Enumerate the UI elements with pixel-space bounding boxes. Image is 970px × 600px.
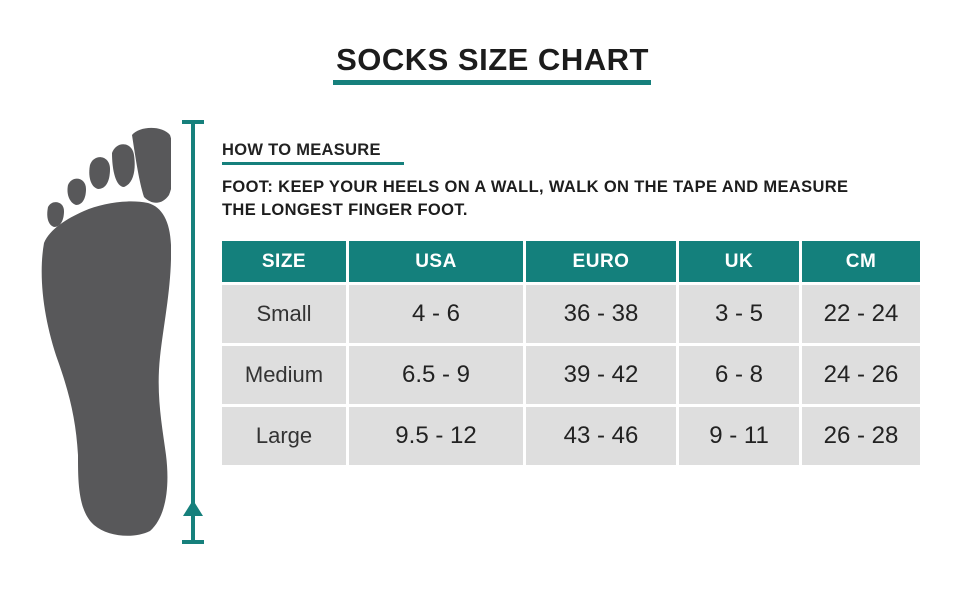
cm-cell: 22 - 24 bbox=[802, 285, 920, 343]
header-cm: CM bbox=[802, 241, 920, 282]
table-row: Small 4 - 6 36 - 38 3 - 5 22 - 24 bbox=[222, 285, 920, 343]
title-underline bbox=[333, 80, 651, 85]
instruction-line-2: THE LONGEST FINGER FOOT. bbox=[222, 201, 468, 219]
header-usa: USA bbox=[349, 241, 523, 282]
cm-cell: 24 - 26 bbox=[802, 346, 920, 404]
table-row: Medium 6.5 - 9 39 - 42 6 - 8 24 - 26 bbox=[222, 346, 920, 404]
uk-cell: 9 - 11 bbox=[679, 407, 799, 465]
header-uk: UK bbox=[679, 241, 799, 282]
how-to-measure-underline bbox=[222, 162, 404, 165]
size-table: SIZE USA EURO UK CM Small 4 - 6 36 - 38 … bbox=[219, 238, 923, 468]
euro-cell: 39 - 42 bbox=[526, 346, 676, 404]
uk-cell: 3 - 5 bbox=[679, 285, 799, 343]
how-to-measure-heading: HOW TO MEASURE bbox=[222, 141, 381, 159]
euro-cell: 43 - 46 bbox=[526, 407, 676, 465]
measure-instructions: FOOT: KEEP YOUR HEELS ON A WALL, WALK ON… bbox=[222, 176, 942, 222]
table-row: Large 9.5 - 12 43 - 46 9 - 11 26 - 28 bbox=[222, 407, 920, 465]
size-cell: Small bbox=[222, 285, 346, 343]
page-title: SOCKS SIZE CHART bbox=[336, 42, 649, 77]
size-cell: Large bbox=[222, 407, 346, 465]
header-size: SIZE bbox=[222, 241, 346, 282]
size-cell: Medium bbox=[222, 346, 346, 404]
foot-silhouette-icon bbox=[41, 127, 171, 536]
euro-cell: 36 - 38 bbox=[526, 285, 676, 343]
measuring-ruler-icon bbox=[182, 120, 204, 544]
uk-cell: 6 - 8 bbox=[679, 346, 799, 404]
header-euro: EURO bbox=[526, 241, 676, 282]
usa-cell: 4 - 6 bbox=[349, 285, 523, 343]
table-header-row: SIZE USA EURO UK CM bbox=[222, 241, 920, 282]
usa-cell: 9.5 - 12 bbox=[349, 407, 523, 465]
cm-cell: 26 - 28 bbox=[802, 407, 920, 465]
instruction-line-1: FOOT: KEEP YOUR HEELS ON A WALL, WALK ON… bbox=[222, 178, 849, 196]
usa-cell: 6.5 - 9 bbox=[349, 346, 523, 404]
